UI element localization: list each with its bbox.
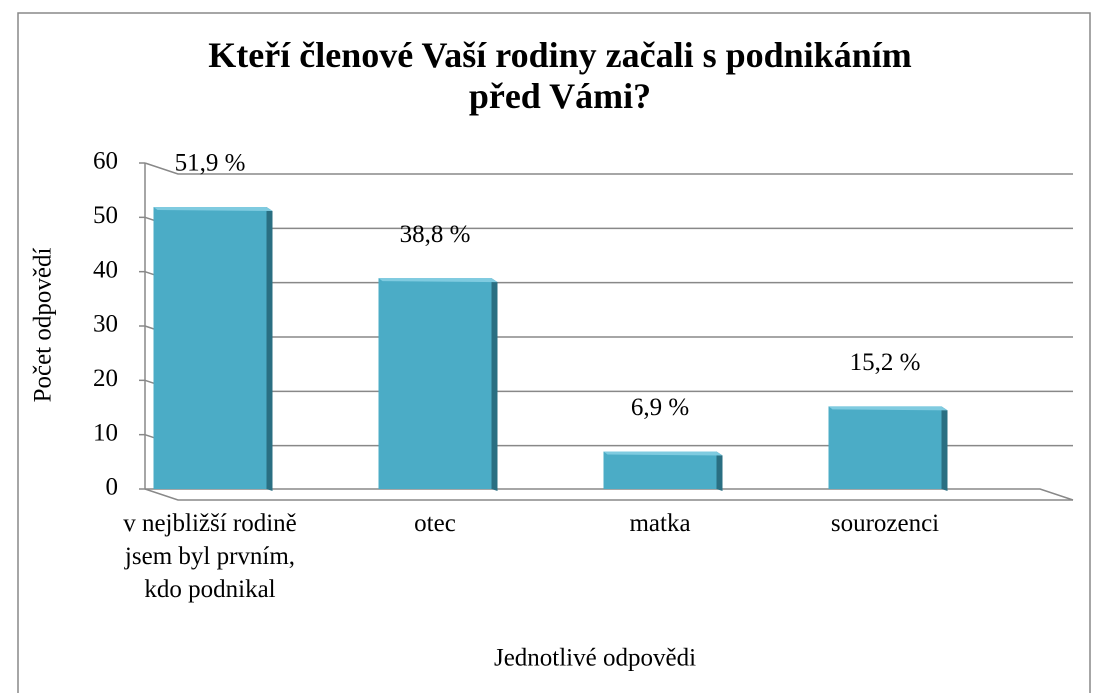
x-axis-title: Jednotlivé odpovědi [494,645,696,672]
x-tick-label: matka [629,510,691,537]
bar-side [491,278,498,491]
chart-title: Kteří členové Vaší rodiny začali s podni… [208,35,912,116]
bar [153,207,267,489]
value-label: 15,2 % [850,349,921,376]
value-label: 6,9 % [631,394,689,421]
bar-top [828,406,948,411]
bar-side [266,207,273,491]
grid-line [144,162,1073,175]
y-tick-label: 0 [106,474,119,501]
title-box: Kteří členové Vaší rodiny začali s podni… [208,35,912,116]
y-tick-label: 40 [93,256,118,283]
y-tick-label: 50 [93,202,118,229]
y-axis-title: Počet odpovědí [30,248,57,403]
y-tick-label: 20 [93,365,118,392]
bar-top [603,451,723,456]
grid-line [144,488,1073,501]
bar-top [153,207,273,212]
bar-side [941,406,948,491]
bar-top [378,278,498,283]
x-tick-label: otec [414,510,456,537]
x-tick-label: v nejbližší rodině jsem byl prvním, kdo … [123,510,297,603]
value-label: 38,8 % [400,221,471,248]
y-tick-label: 30 [93,311,118,338]
bar-side [716,451,723,491]
bar [378,278,492,489]
bar [603,451,717,489]
y-tick-label: 10 [93,419,118,446]
value-label: 51,9 % [175,150,246,177]
bar [828,406,942,489]
y-tick-label: 60 [93,148,118,175]
x-tick-label: sourozenci [830,510,940,537]
